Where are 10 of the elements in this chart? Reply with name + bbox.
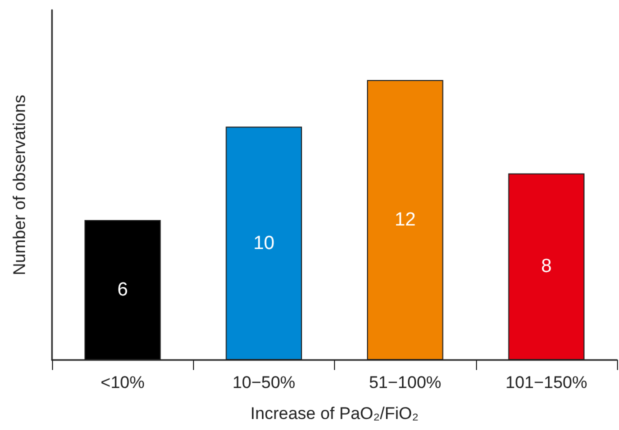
data-label: 12: [394, 210, 416, 230]
x-tick-label: 10−50%: [232, 373, 296, 392]
x-axis-title: Increase of PaO₂/FiO₂: [250, 404, 419, 423]
data-label: 10: [253, 232, 274, 254]
data-label: 8: [541, 256, 552, 278]
x-tick-label: 51−100%: [368, 373, 442, 392]
x-tick-label: 101−150%: [505, 373, 588, 392]
x-tick-label: <10%: [100, 373, 145, 392]
data-label: 6: [117, 280, 128, 300]
y-axis-title: Number of observations: [10, 94, 29, 276]
